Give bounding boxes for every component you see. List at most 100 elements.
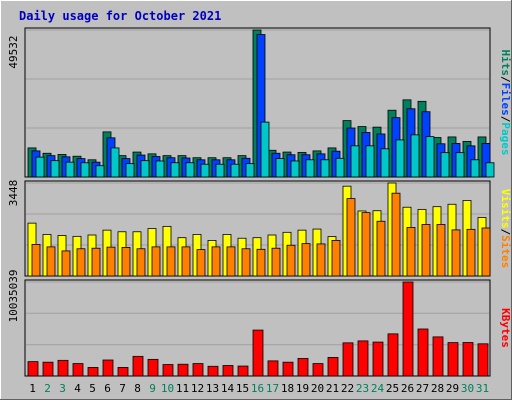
bar-sites-day-6 (107, 247, 115, 276)
bar-sites-day-19 (302, 244, 310, 276)
day-label-24: 24 (371, 382, 385, 395)
bar-kbytes-day-20 (313, 364, 323, 376)
bar-sites-day-1 (32, 244, 40, 276)
bar-kbytes-day-29 (448, 343, 458, 376)
day-label-11: 11 (176, 382, 189, 395)
bar-kbytes-day-8 (133, 356, 143, 376)
bar-pages-day-12 (201, 164, 209, 177)
day-label-6: 6 (104, 382, 111, 395)
bar-sites-day-2 (47, 247, 55, 276)
panel-hits-files-pages: 49532 Hits/Files/Pages (7, 28, 512, 177)
bar-kbytes-day-28 (433, 337, 443, 376)
bar-kbytes-day-9 (148, 359, 158, 376)
day-label-27: 27 (416, 382, 429, 395)
legend-hits-files-pages: Hits/Files/Pages (499, 50, 512, 156)
day-label-9: 9 (149, 382, 156, 395)
bar-kbytes-day-30 (463, 343, 473, 376)
day-label-5: 5 (89, 382, 96, 395)
day-label-3: 3 (59, 382, 66, 395)
day-label-14: 14 (221, 382, 235, 395)
day-label-17: 17 (266, 382, 279, 395)
day-label-28: 28 (431, 382, 444, 395)
bar-kbytes-day-11 (178, 364, 188, 376)
bar-pages-day-11 (186, 163, 194, 177)
legend-item-pages: Pages (499, 122, 512, 155)
y-max-label: 3448 (7, 180, 20, 207)
legend-item-visits: Visits (499, 189, 512, 229)
day-label-8: 8 (134, 382, 141, 395)
bar-pages-day-21 (336, 158, 344, 177)
bar-kbytes-day-25 (388, 334, 398, 376)
day-label-7: 7 (119, 382, 126, 395)
day-label-4: 4 (74, 382, 81, 395)
bar-sites-day-3 (62, 251, 70, 276)
bar-sites-day-10 (167, 247, 175, 276)
bar-pages-day-8 (141, 161, 149, 177)
bar-sites-day-5 (92, 248, 100, 276)
bar-kbytes-day-4 (73, 364, 83, 376)
bar-sites-day-23 (362, 213, 370, 276)
bar-pages-day-24 (381, 149, 389, 177)
bar-pages-day-27 (426, 137, 434, 177)
legend-item-kbytes: KBytes (499, 308, 512, 348)
bar-kbytes-day-26 (403, 282, 413, 376)
bar-pages-day-4 (81, 163, 89, 177)
bar-kbytes-day-5 (88, 367, 98, 376)
day-label-26: 26 (401, 382, 414, 395)
panel-kbytes: 10035039 KBytes (7, 270, 512, 376)
day-label-15: 15 (236, 382, 249, 395)
bar-pages-day-14 (231, 164, 239, 177)
bar-pages-day-30 (471, 160, 479, 177)
bar-sites-day-8 (137, 249, 145, 276)
bar-pages-day-26 (411, 135, 419, 177)
bar-pages-day-7 (126, 164, 134, 177)
bar-sites-day-22 (347, 199, 355, 276)
bar-kbytes-day-27 (418, 329, 428, 376)
bar-kbytes-day-24 (373, 342, 383, 376)
bar-pages-day-22 (351, 146, 359, 177)
legend-visits-sites: Visits/Sites (499, 189, 512, 269)
day-label-22: 22 (341, 382, 354, 395)
bar-sites-day-15 (242, 249, 250, 276)
bar-sites-day-9 (152, 247, 160, 276)
bar-kbytes-day-1 (28, 362, 38, 376)
bar-kbytes-day-10 (163, 365, 173, 376)
bar-kbytes-day-7 (118, 367, 128, 376)
bar-pages-day-13 (216, 164, 224, 177)
day-label-25: 25 (386, 382, 399, 395)
bar-pages-day-25 (396, 140, 404, 177)
bar-sites-day-7 (122, 247, 130, 276)
bar-sites-day-4 (77, 249, 85, 276)
bar-sites-day-20 (317, 244, 325, 276)
bar-kbytes-day-6 (103, 360, 113, 376)
bar-pages-day-19 (306, 160, 314, 177)
bar-kbytes-day-14 (223, 366, 233, 376)
day-label-18: 18 (281, 382, 294, 395)
bar-sites-day-31 (482, 228, 490, 276)
bar-pages-day-16 (261, 122, 269, 177)
bar-sites-day-28 (437, 224, 445, 276)
bar-kbytes-day-17 (268, 361, 278, 376)
bar-pages-day-29 (456, 153, 464, 177)
bar-pages-day-17 (276, 159, 284, 177)
bar-sites-day-14 (227, 247, 235, 276)
day-label-16: 16 (251, 382, 264, 395)
legend-item-sites: Sites (499, 235, 512, 268)
chart-title: Daily usage for October 2021 (19, 9, 221, 23)
bar-sites-day-18 (287, 245, 295, 276)
day-label-31: 31 (476, 382, 489, 395)
bar-pages-day-5 (96, 166, 104, 177)
bar-kbytes-day-16 (253, 330, 263, 376)
y-max-label: 10035039 (7, 270, 20, 323)
day-label-29: 29 (446, 382, 459, 395)
bar-sites-day-30 (467, 229, 475, 276)
day-label-2: 2 (44, 382, 51, 395)
day-label-20: 20 (311, 382, 324, 395)
day-label-30: 30 (461, 382, 474, 395)
bar-pages-day-9 (156, 161, 164, 177)
bar-pages-day-20 (321, 160, 329, 177)
bar-pages-day-2 (51, 161, 59, 177)
